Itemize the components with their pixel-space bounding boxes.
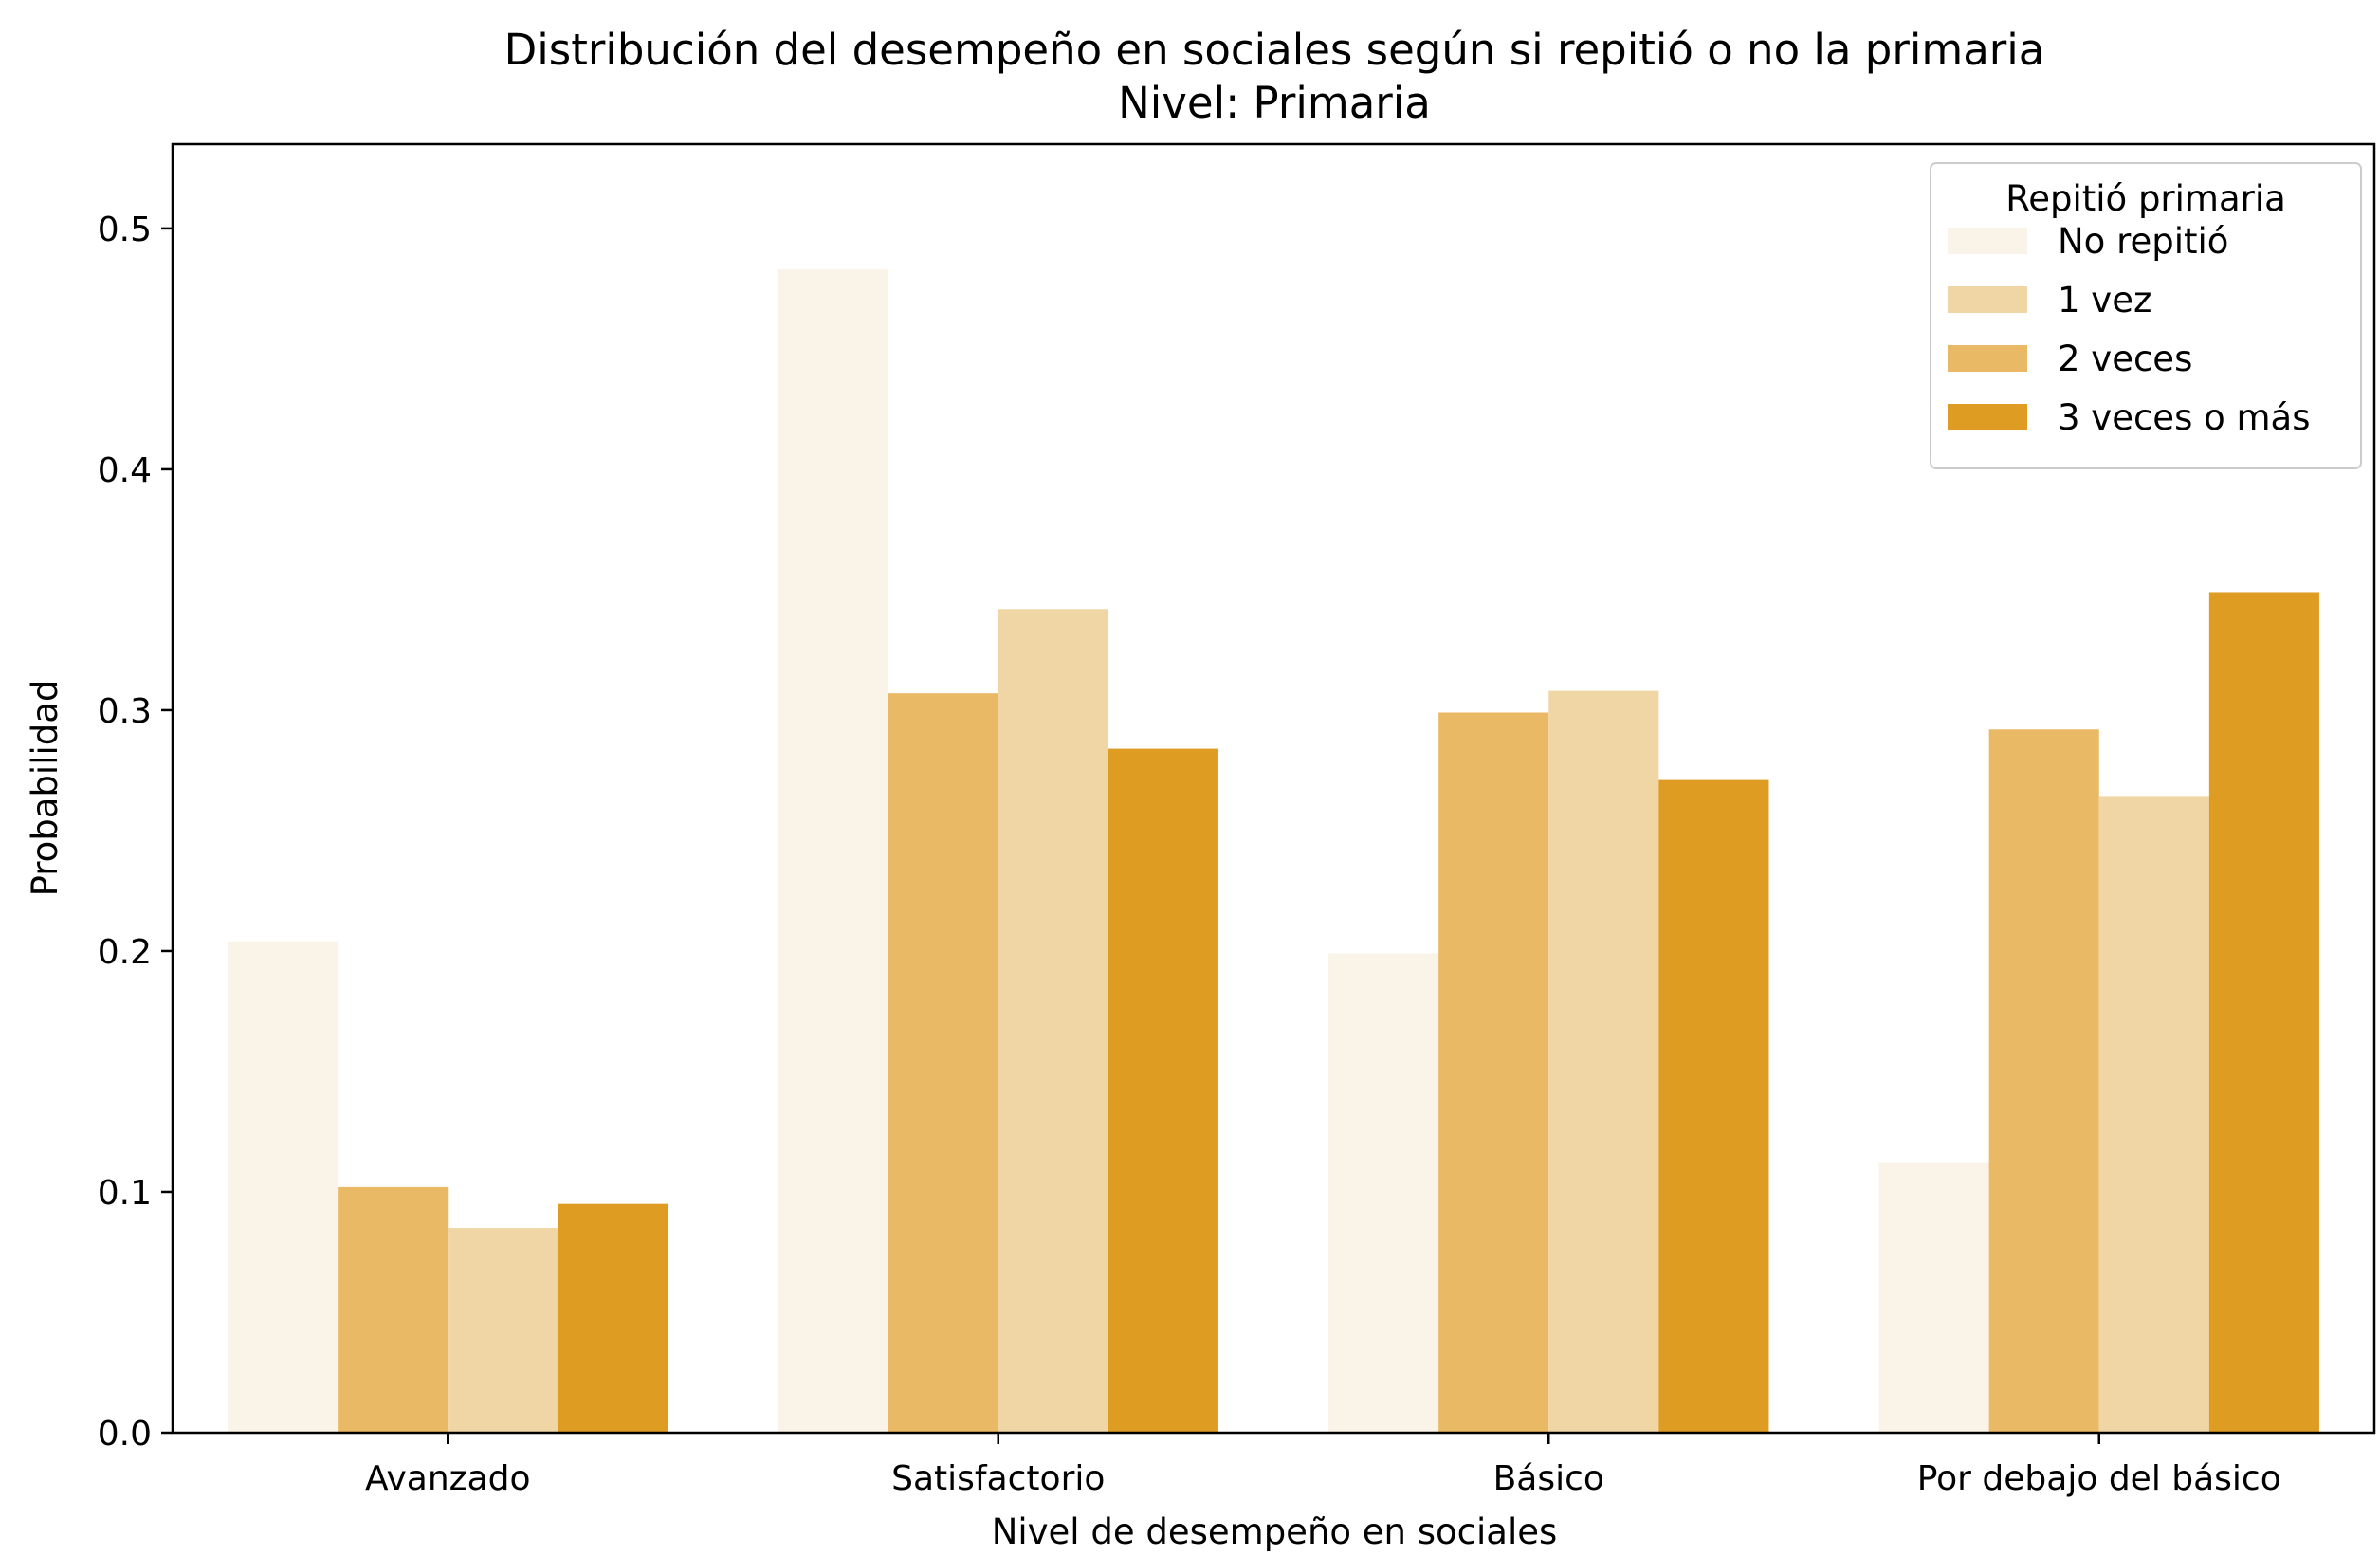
bar-1-vez-3 bbox=[2098, 796, 2209, 1433]
y-axis-ticks: 0.0 0.1 0.2 0.3 0.4 0.5 bbox=[98, 211, 173, 1454]
chart-title: Distribución del desempeño en sociales s… bbox=[504, 25, 2045, 75]
bar-1-vez-0 bbox=[448, 1228, 558, 1433]
x-tick-label: Satisfactorio bbox=[891, 1459, 1105, 1498]
bar-no-repiti--2 bbox=[1328, 953, 1439, 1433]
bar-2-veces-2 bbox=[1438, 712, 1549, 1433]
bar-3-veces-o-m-s-0 bbox=[558, 1203, 668, 1433]
legend-box bbox=[1930, 162, 2362, 469]
legend-label-1-vez: 1 vez bbox=[2058, 280, 2151, 320]
bar-no-repiti--1 bbox=[778, 269, 888, 1433]
y-tick-label: 0.0 bbox=[98, 1415, 152, 1454]
bar-3-veces-o-m-s-1 bbox=[1108, 748, 1218, 1433]
legend: Repitió primaria No repitió 1 vez 2 veces 3… bbox=[1930, 162, 2362, 469]
legend-label-2-veces: 2 veces bbox=[2058, 339, 2192, 379]
legend-swatch-3-veces-o-m-s bbox=[1948, 404, 2027, 430]
x-tick-label: Avanzado bbox=[365, 1459, 531, 1498]
legend-swatch-no-repiti- bbox=[1948, 228, 2027, 254]
y-tick-label: 0.2 bbox=[98, 933, 152, 972]
bars-group bbox=[228, 269, 2319, 1433]
bar-3-veces-o-m-s-3 bbox=[2208, 592, 2319, 1433]
y-tick-label: 0.3 bbox=[98, 692, 152, 731]
y-tick-label: 0.1 bbox=[98, 1174, 152, 1213]
bar-2-veces-3 bbox=[1988, 729, 2099, 1433]
bar-2-veces-1 bbox=[888, 693, 998, 1433]
y-tick-label: 0.4 bbox=[98, 451, 152, 490]
y-tick-label: 0.5 bbox=[98, 211, 152, 249]
legend-label-3-veces-o-m-s: 3 veces o más bbox=[2058, 397, 2311, 438]
legend-swatch-2-veces bbox=[1948, 345, 2027, 372]
x-axis-ticks: Avanzado Satisfactorio Básico Por debajo de… bbox=[365, 1433, 2281, 1498]
legend-label-no-repiti-: No repitió bbox=[2058, 221, 2228, 262]
y-axis-label: Probabilidad bbox=[25, 680, 65, 897]
chart-subtitle: Nivel: Primaria bbox=[1118, 78, 1431, 128]
bar-1-vez-1 bbox=[998, 609, 1108, 1433]
x-axis-label: Nivel de desempeño en sociales bbox=[992, 1511, 1558, 1552]
x-tick-label: Por debajo del básico bbox=[1917, 1459, 2281, 1498]
plot-frame bbox=[171, 142, 2376, 1435]
bar-no-repiti--3 bbox=[1878, 1162, 1989, 1433]
legend-swatch-1-vez bbox=[1948, 286, 2027, 313]
legend-title: Repitió primaria bbox=[2005, 178, 2286, 219]
bar-2-veces-0 bbox=[338, 1186, 449, 1433]
x-tick-label: Básico bbox=[1493, 1459, 1604, 1498]
bar-1-vez-2 bbox=[1548, 690, 1659, 1433]
bar-3-veces-o-m-s-2 bbox=[1658, 779, 1769, 1433]
bar-no-repiti--0 bbox=[228, 941, 339, 1433]
